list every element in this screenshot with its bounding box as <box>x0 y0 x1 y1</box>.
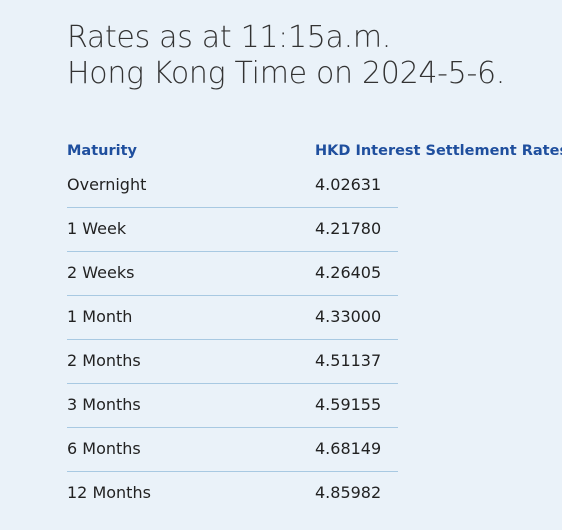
rate: 4.26405 <box>315 263 382 282</box>
rate: 4.33000 <box>315 307 382 326</box>
maturity: 6 Months <box>67 439 141 458</box>
row-divider <box>67 427 398 428</box>
rate: 4.59155 <box>315 395 382 414</box>
row-divider <box>67 207 398 208</box>
rate: 4.21780 <box>315 219 382 238</box>
maturity: 1 Month <box>67 307 133 326</box>
maturity: 12 Months <box>67 483 151 502</box>
heading: Rates as at 11:15a.m. Hong Kong Time on … <box>67 20 505 92</box>
maturity: 2 Months <box>67 351 141 370</box>
maturity: 2 Weeks <box>67 263 135 282</box>
rate: 4.85982 <box>315 483 382 502</box>
row-divider <box>67 339 398 340</box>
maturity: 3 Months <box>67 395 141 414</box>
maturity: 1 Week <box>67 219 127 238</box>
row-divider <box>67 251 398 252</box>
row-divider <box>67 295 398 296</box>
heading-line: Hong Kong Time on 2024-5-6. <box>67 56 506 91</box>
rate: 4.51137 <box>315 351 382 370</box>
rate: 4.68149 <box>315 439 382 458</box>
row-divider <box>67 383 398 384</box>
column-header: Maturity <box>67 143 137 159</box>
row-divider <box>67 471 398 472</box>
rate: 4.02631 <box>315 175 382 194</box>
maturity: Overnight <box>67 175 147 194</box>
column-header: HKD Interest Settlement Rates <box>315 143 562 159</box>
heading-line: Rates as at 11:15a.m. <box>67 20 392 55</box>
